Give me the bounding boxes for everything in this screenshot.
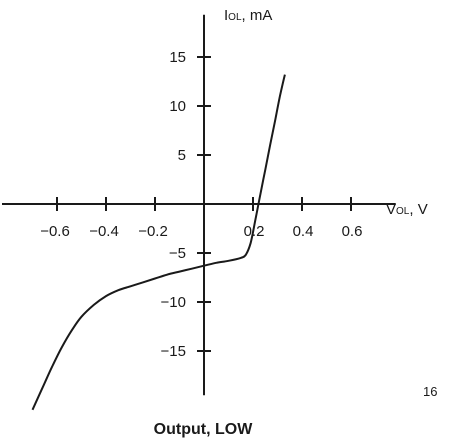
y-tick-label: −5 (169, 245, 186, 262)
figure-number: 16 (423, 384, 437, 399)
x-tick-label: −0.2 (138, 223, 168, 240)
y-axis-label: IOL, mA (224, 7, 272, 24)
x-axis-label-unit: , V (409, 201, 427, 218)
y-ticks: 15 10 5 −5 −10 −15 (161, 49, 211, 360)
x-axis-label-subscript: OL (396, 206, 410, 217)
x-tick-label: −0.6 (40, 223, 70, 240)
y-tick-label: −15 (161, 343, 186, 360)
x-axis-label: VOL, V (386, 201, 428, 218)
series-layer (31, 74, 286, 411)
x-tick-label: −0.4 (89, 223, 119, 240)
x-axis-label-symbol: V (386, 201, 396, 218)
axes (2, 14, 396, 396)
y-tick-label: 5 (178, 147, 186, 164)
y-tick-label: 10 (169, 98, 186, 115)
y-tick-label: 15 (169, 49, 186, 66)
chart-caption: Output, LOW (154, 421, 254, 438)
y-tick-label: −10 (161, 294, 186, 311)
x-tick-label: 0.4 (293, 223, 314, 240)
y-axis-label-subscript: OL (228, 12, 242, 23)
x-tick-label: 0.6 (342, 223, 363, 240)
y-axis-label-symbol: I (224, 7, 228, 24)
y-axis-label-unit: , mA (242, 7, 273, 24)
iv-curve (31, 74, 286, 411)
